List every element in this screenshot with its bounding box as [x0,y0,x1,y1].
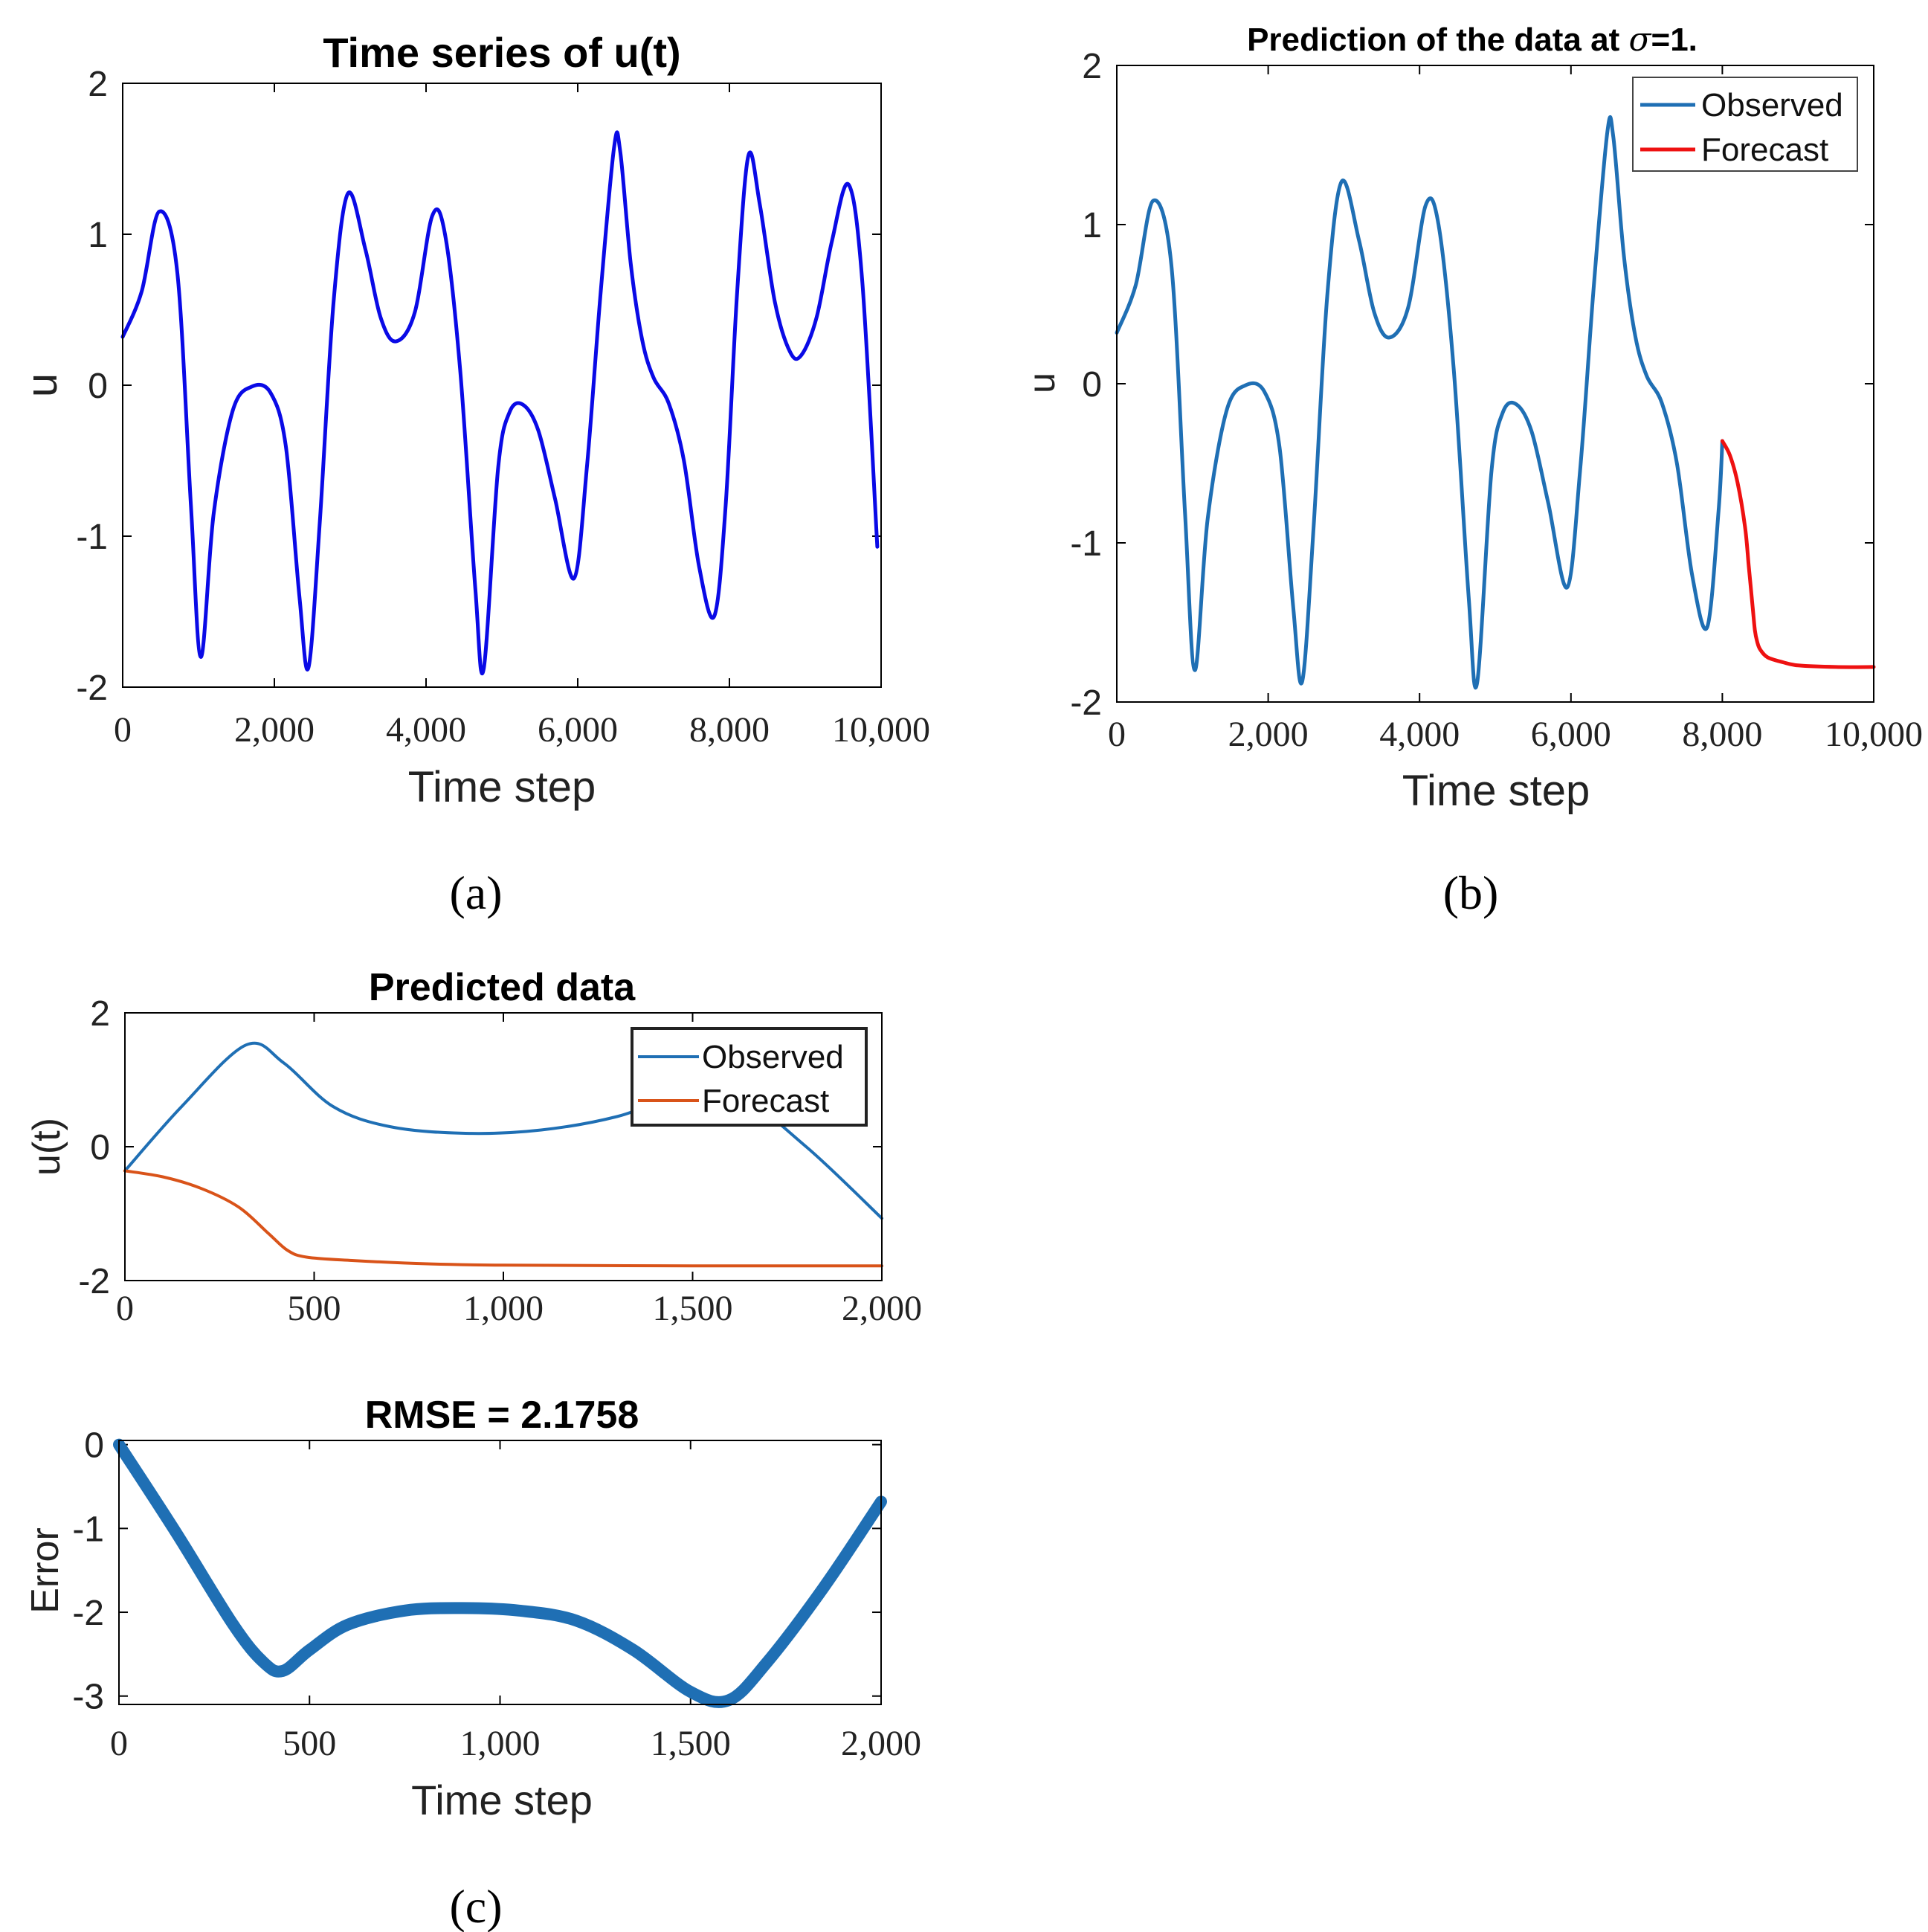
chart-c2-xtick-label: 2,000 [841,1724,921,1763]
chart-a-ytick-label: -1 [76,518,108,557]
chart-b-axes-box [1116,65,1874,703]
chart-b-legend-box [1632,77,1858,172]
chart-a-ticks: 0 2,000 4,000 6,000 8,000 10,000 -2 -1 0 1 2 [76,65,930,750]
panel-label-b: (b) [1443,866,1499,919]
chart-c2-series [113,1438,887,1708]
chart-c1-axes-box [124,1012,883,1281]
chart-b-ytick-label: 0 [1082,365,1102,405]
chart-c1-xtick-label: 0 [116,1289,134,1328]
chart-c2-ytick-label: 0 [84,1426,104,1466]
legend-b-forecast-label: Forecast [1701,132,1828,168]
chart-b-ylabel: u [1021,373,1063,393]
chart-a-xtick-label: 8,000 [689,710,770,750]
chart-a-ytick-label: 2 [88,65,108,104]
chart-b-title: Prediction of the data at σ=1. [1247,21,1698,59]
chart-c2-xtick-label: 1,500 [651,1724,731,1763]
chart-c1-ytick-label: -2 [78,1262,110,1301]
chart-a-xlabel: Time step [408,763,596,811]
chart-c1-ylabel: u(t) [25,1118,68,1176]
chart-c2-axes-box [118,1440,882,1705]
chart-b-ticks: 0 2,000 4,000 6,000 8,000 10,000 -2 -1 0 1 2 [1070,47,1923,754]
chart-b-xtick-label: 8,000 [1682,715,1762,754]
chart-b-xtick-label: 4,000 [1379,715,1460,754]
chart-c1-ytick-label: 2 [90,994,110,1034]
chart-a-ytick-label: -2 [76,669,108,708]
chart-c2-xtick-label: 500 [283,1724,336,1763]
sigma-symbol: σ [1628,21,1652,59]
chart-c1-ytick-label: 0 [90,1128,110,1168]
chart-a: Time series of u(t) 0 2,000 4,000 6,000 8,00… [18,29,930,919]
panel-label-a: (a) [449,866,502,919]
legend-c1-forecast-label: Forecast [702,1083,829,1119]
chart-c2-title: RMSE = 2.1758 [365,1394,639,1437]
chart-c2-xlabel: Time step [411,1777,593,1823]
chart-c1-legend: Observed Forecast [631,1027,868,1127]
chart-a-xtick-label: 6,000 [538,710,618,750]
chart-b-xtick-label: 0 [1108,715,1126,754]
chart-b-xtick-label: 6,000 [1531,715,1611,754]
chart-a-ytick-label: 0 [88,367,108,406]
chart-a-ytick-label: 1 [88,216,108,255]
chart-a-xtick-label: 0 [114,710,132,750]
chart-a-xtick-label: 2,000 [234,710,315,750]
chart-c2: RMSE = 2.1758 0 500 1,000 1,500 2,000-3-2-10… [24,1394,921,1932]
chart-b-ytick-label: -2 [1070,683,1102,723]
chart-c1-title: Predicted data [369,966,636,1009]
chart-b-xtick-label: 10,000 [1825,715,1923,754]
chart-a-ylabel: u [18,373,66,397]
chart-b-ytick-label: -1 [1070,524,1102,564]
chart-c1-xtick-label: 1,500 [653,1289,733,1328]
chart-c2-ylabel: Error [24,1527,67,1614]
chart-b-series-observed [1115,115,1724,690]
legend-c1-observed-label: Observed [702,1039,844,1075]
chart-c2-xtick-label: 0 [110,1724,128,1763]
chart-c1-series-forecast [123,1169,883,1268]
panel-label-c: (c) [449,1880,502,1932]
chart-b-ytick-label: 1 [1082,206,1102,245]
chart-a-axes-box [122,83,882,688]
chart-a-series [120,130,880,676]
chart-c2-ticks: 0 500 1,000 1,500 2,000 -3 -2 -1 0 [72,1426,921,1763]
chart-c2-ytick-label: -3 [72,1678,104,1717]
chart-b-xtick-label: 2,000 [1228,715,1309,754]
chart-b-series [1115,115,1876,690]
chart-b-legend: Observed Forecast [1632,77,1858,172]
chart-a-xtick-label: 4,000 [386,710,466,750]
chart-b: Prediction of the data at σ=1. 0 2,000 4,0… [1021,21,1923,919]
chart-c1: Predicted data 0 500 1,000 1,500 2,000-202 O… [25,966,922,1328]
chart-c1-legend-box [631,1027,868,1127]
chart-b-ytick-label: 2 [1082,47,1102,86]
chart-b-series-forecast [1720,439,1876,669]
chart-a-series-u [120,130,880,676]
chart-c2-ytick-label: -1 [72,1510,104,1549]
chart-c2-series-error [113,1438,887,1708]
chart-c2-xtick-label: 1,000 [460,1724,541,1763]
chart-c1-xtick-label: 500 [288,1289,341,1328]
chart-a-xtick-label: 10,000 [832,710,930,750]
chart-a-title: Time series of u(t) [323,29,680,76]
chart-b-xlabel: Time step [1402,767,1590,815]
chart-c1-xtick-label: 1,000 [463,1289,544,1328]
chart-c2-ytick-label: -2 [72,1594,104,1633]
legend-b-observed-label: Observed [1701,87,1843,123]
chart-c1-xtick-label: 2,000 [842,1289,922,1328]
